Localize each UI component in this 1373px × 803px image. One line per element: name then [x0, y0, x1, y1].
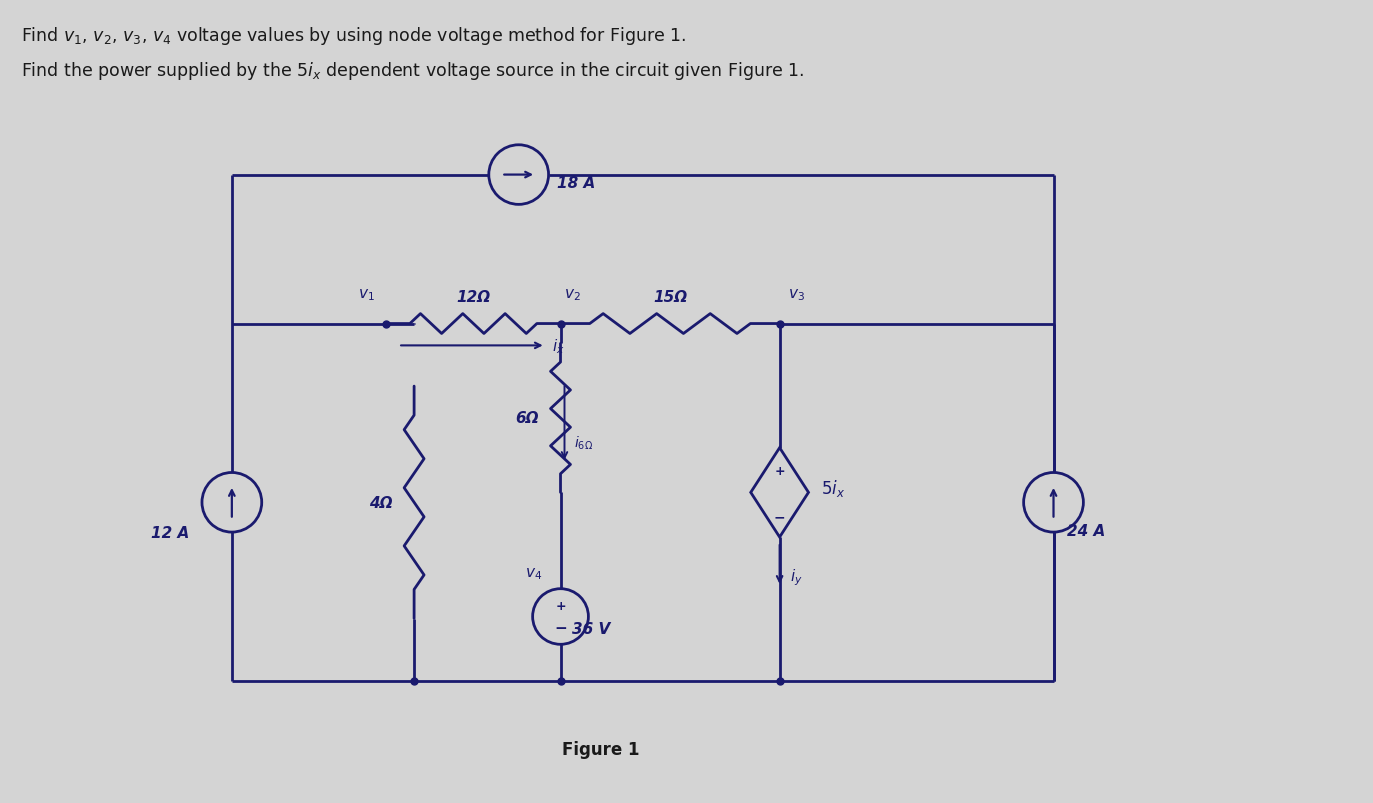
Text: $v_1$: $v_1$: [357, 287, 375, 302]
Polygon shape: [751, 448, 809, 537]
Text: +: +: [774, 464, 785, 477]
Text: Find the power supplied by the $5i_x$ dependent voltage source in the circuit gi: Find the power supplied by the $5i_x$ de…: [21, 60, 803, 82]
Text: Find $v_1$, $v_2$, $v_3$, $v_4$ voltage values by using node voltage method for : Find $v_1$, $v_2$, $v_3$, $v_4$ voltage …: [21, 25, 686, 47]
Text: 24 A: 24 A: [1067, 523, 1105, 538]
Text: −: −: [555, 621, 567, 635]
Text: 18 A: 18 A: [556, 176, 595, 191]
Circle shape: [1024, 473, 1083, 532]
Text: 12 A: 12 A: [151, 525, 189, 540]
Text: $v_4$: $v_4$: [526, 565, 542, 581]
Text: Figure 1: Figure 1: [562, 740, 638, 758]
Text: 4Ω: 4Ω: [368, 495, 393, 510]
Text: $v_2$: $v_2$: [564, 287, 581, 302]
Text: $v_3$: $v_3$: [788, 287, 805, 302]
Text: $i_x$: $i_x$: [552, 336, 564, 355]
Circle shape: [533, 589, 589, 645]
Text: $i_{6\Omega}$: $i_{6\Omega}$: [574, 434, 593, 452]
Text: 15Ω: 15Ω: [654, 289, 688, 304]
Circle shape: [202, 473, 262, 532]
Text: +: +: [555, 600, 566, 613]
Text: 12Ω: 12Ω: [456, 289, 490, 304]
Text: $5i_x$: $5i_x$: [821, 477, 846, 499]
Text: 36 V: 36 V: [573, 622, 611, 636]
Text: 6Ω: 6Ω: [515, 411, 538, 426]
Text: $i_y$: $i_y$: [789, 567, 802, 587]
Circle shape: [489, 145, 549, 205]
Text: −: −: [774, 510, 785, 524]
